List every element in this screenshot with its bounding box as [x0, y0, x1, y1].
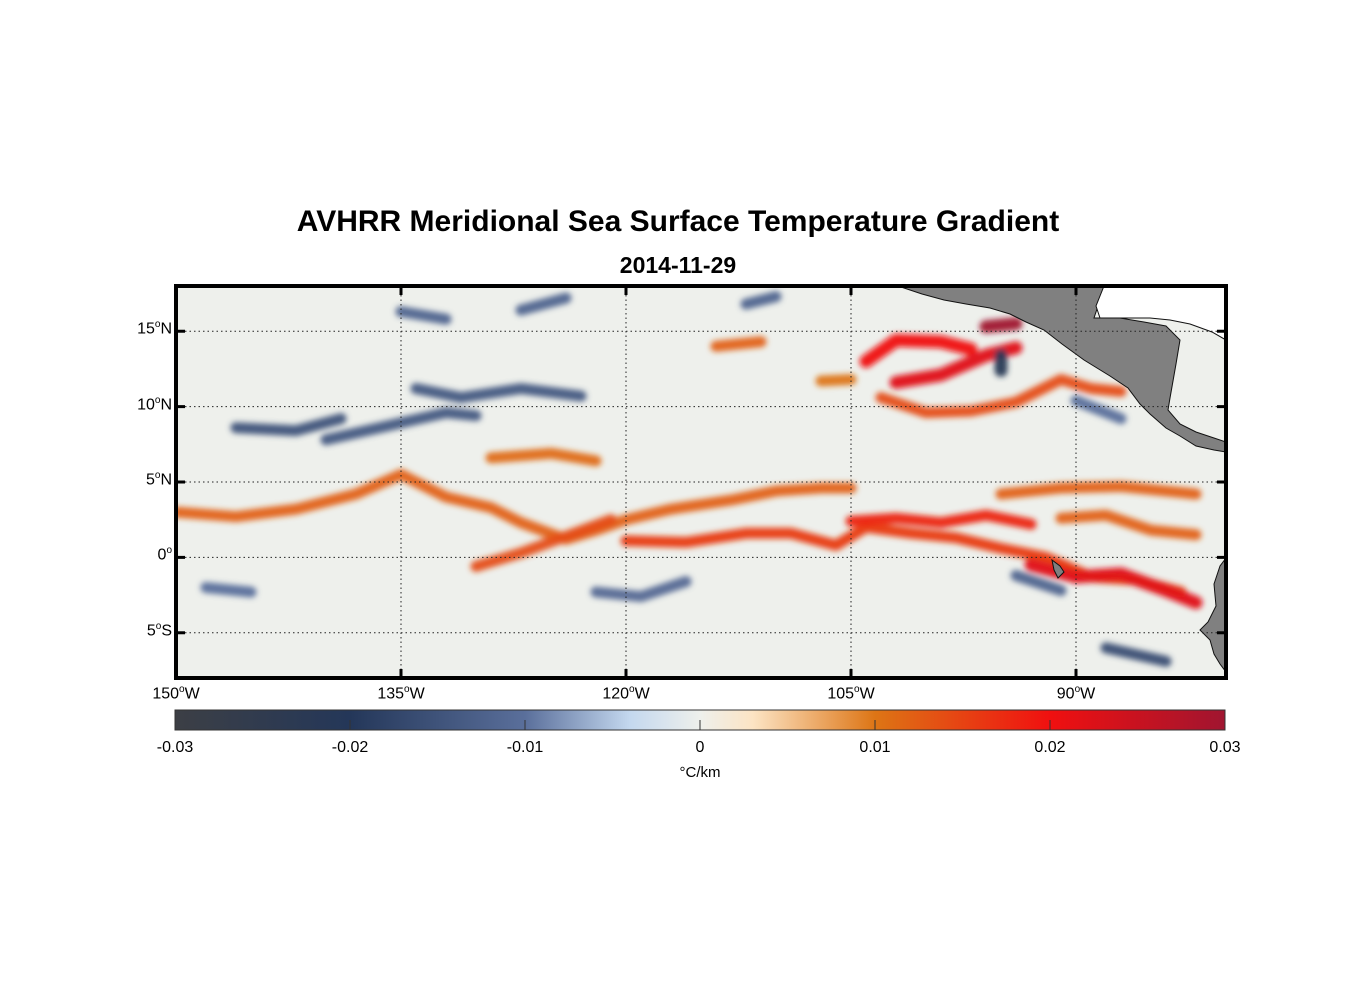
- negative-gradient-band-21: [200, 582, 257, 598]
- lon-tick-label: 105oW: [811, 684, 891, 703]
- positive-gradient-band-3: [845, 509, 1037, 530]
- tick-hemisphere: W: [184, 685, 200, 703]
- colorbar-tick-label: 0.03: [1209, 739, 1241, 756]
- tick-hemisphere: N: [160, 471, 172, 489]
- lat-tick-label: 0o: [112, 545, 172, 564]
- colorbar-tick-label: -0.03: [156, 739, 194, 756]
- degree-symbol: o: [154, 319, 161, 331]
- tick-hemisphere: S: [161, 622, 172, 640]
- degree-symbol: o: [404, 684, 410, 695]
- tick-hemisphere: W: [409, 685, 425, 703]
- degree-symbol: o: [1074, 684, 1081, 695]
- colorbar-ticks: [174, 720, 1226, 730]
- land-gulf-of-mexico-coast: [1095, 286, 1226, 341]
- positive-gradient-band-13: [1055, 509, 1202, 541]
- negative-gradient-band-20: [590, 576, 692, 603]
- tick-hemisphere: W: [859, 685, 875, 703]
- lon-tick-label: 120oW: [586, 684, 666, 703]
- colorbar-tick-label: 0: [695, 739, 705, 756]
- tick-hemisphere: N: [160, 395, 172, 413]
- negative-gradient-band-25: [1070, 395, 1127, 425]
- land-galapagos: [1051, 558, 1065, 579]
- tick-degree: 90: [1056, 685, 1075, 703]
- tick-hemisphere: W: [1080, 685, 1096, 703]
- lon-tick-label: 90oW: [1036, 684, 1116, 703]
- colorbar-tick-label: -0.01: [506, 739, 544, 756]
- map-ticks: [174, 286, 1226, 678]
- negative-gradient-band-18: [515, 292, 572, 316]
- degree-symbol: o: [629, 684, 635, 695]
- tick-degree: 135: [377, 685, 405, 703]
- lat-tick-label: 5oS: [112, 621, 172, 640]
- lon-tick-label: 150oW: [136, 684, 216, 703]
- negative-gradient-band-15: [230, 413, 347, 437]
- positive-gradient-band-11: [485, 447, 602, 467]
- degree-symbol: o: [155, 620, 162, 632]
- positive-gradient-band-0: [176, 468, 857, 545]
- positive-gradient-band-9: [710, 336, 767, 352]
- tick-degree: 15: [137, 320, 155, 338]
- lat-tick-label: 15oN: [112, 319, 172, 338]
- tick-hemisphere: W: [634, 685, 650, 703]
- gradient-field: [176, 291, 1203, 667]
- degree-symbol: o: [154, 470, 161, 481]
- negative-gradient-band-19: [740, 291, 782, 310]
- positive-gradient-band-8: [979, 317, 1023, 334]
- tick-degree: 10: [137, 395, 155, 413]
- negative-gradient-band-14: [320, 407, 482, 446]
- lat-tick-label: 5oN: [112, 470, 172, 489]
- tick-degree: 150: [152, 685, 180, 703]
- map-date-subtitle: 2014-11-29: [619, 252, 737, 278]
- colorbar-units: °C/km: [679, 764, 721, 781]
- degree-symbol: o: [854, 684, 860, 695]
- positive-gradient-band-7: [875, 373, 1127, 419]
- colorbar-tick-label: 0.02: [1034, 739, 1066, 756]
- tick-degree: 5: [146, 622, 156, 640]
- negative-gradient-band-16: [410, 383, 587, 404]
- positive-gradient-band-12: [995, 481, 1202, 500]
- map-title: AVHRR Meridional Sea Surface Temperature…: [296, 205, 1060, 238]
- negative-gradient-band-23: [1100, 642, 1172, 667]
- negative-gradient-band-22: [1010, 569, 1067, 597]
- land-south-america: [1199, 557, 1226, 673]
- lat-tick-label: 10oN: [112, 395, 172, 414]
- tick-degree: 0: [157, 546, 167, 564]
- positive-gradient-band-5: [859, 333, 978, 368]
- colorbar-tick-label: -0.02: [331, 739, 369, 756]
- land-mass: [897, 286, 1226, 673]
- positive-gradient-band-1: [470, 514, 617, 572]
- tick-hemisphere: N: [160, 320, 172, 338]
- ocean-background: [176, 286, 1226, 678]
- colorbar-tick-label: 0.01: [859, 739, 891, 756]
- lon-tick-label: 135oW: [361, 684, 441, 703]
- positive-gradient-band-10: [815, 373, 857, 387]
- tick-degree: 5: [145, 471, 155, 489]
- negative-gradient-band-17: [395, 306, 452, 325]
- land-central-america: [897, 286, 1226, 453]
- tick-degree: 105: [827, 685, 855, 703]
- degree-symbol: o: [166, 545, 172, 557]
- degree-symbol: o: [179, 684, 185, 695]
- degree-symbol: o: [154, 394, 161, 406]
- tick-degree: 120: [602, 685, 630, 703]
